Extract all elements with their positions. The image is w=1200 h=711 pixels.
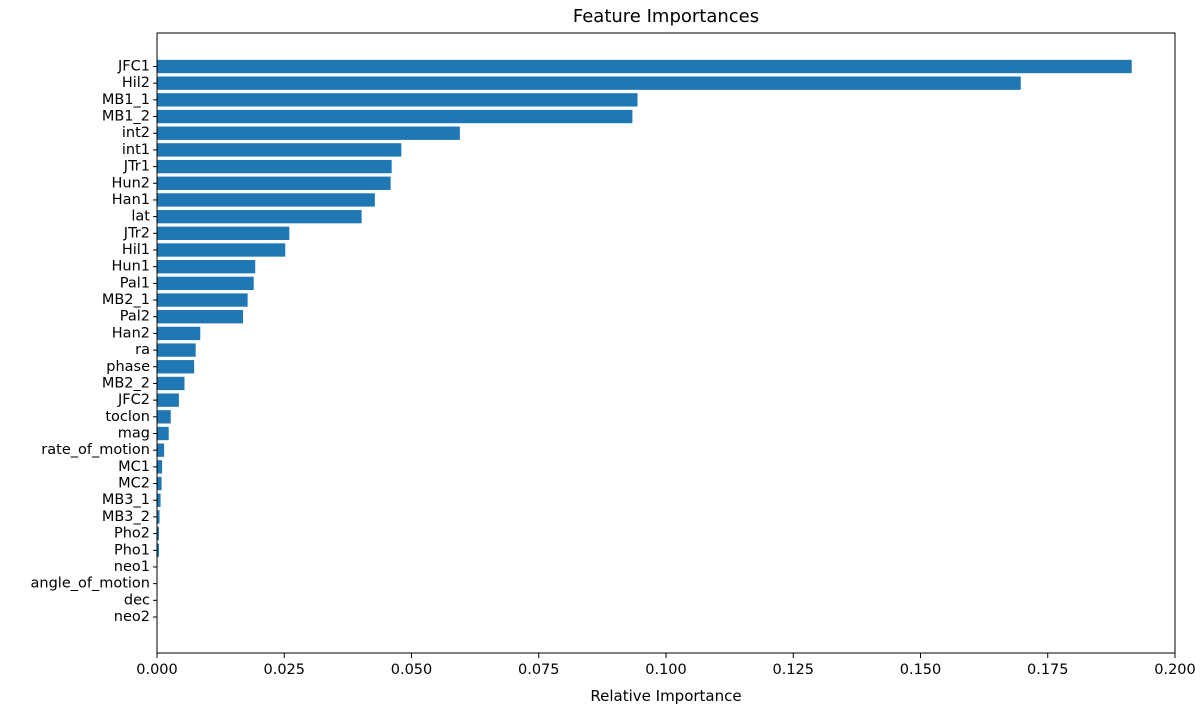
y-tick-label: Han1: [112, 192, 150, 208]
x-tick-label: 0.125: [772, 662, 814, 678]
bar-MC1: [157, 460, 163, 474]
bar-JTr1: [157, 159, 392, 174]
y-tick-label: Pho1: [114, 542, 150, 558]
bar-phase: [157, 360, 195, 374]
y-tick-label: int2: [122, 125, 150, 141]
bar-Han1: [157, 193, 375, 207]
chart-title: Feature Importances: [573, 6, 759, 27]
bar-JTr2: [157, 226, 290, 240]
x-tick-label: 0.050: [391, 662, 433, 678]
bar-MB3_1: [157, 493, 161, 507]
x-tick-label: 0.100: [645, 662, 687, 678]
y-tick-label: lat: [131, 209, 150, 225]
x-tick-label: 0.025: [263, 662, 305, 678]
y-tick-label: neo2: [114, 609, 150, 625]
y-axis-ticks: JFC1Hil2MB1_1MB1_2int2int1JTr1Hun2Han1la…: [31, 59, 157, 625]
y-tick-label: Hil1: [122, 242, 150, 258]
y-tick-label: mag: [118, 426, 150, 442]
bar-Pho2: [157, 526, 160, 541]
bar-lat: [157, 209, 362, 224]
y-tick-label: Han2: [112, 325, 150, 341]
x-axis-ticks: 0.000 0.025 0.050 0.075 0.100 0.125 0.150 0.175…: [136, 653, 1196, 678]
y-tick-label: MB2_2: [102, 375, 150, 391]
bar-MC2: [157, 476, 162, 491]
bar-MB1_2: [157, 109, 633, 124]
y-tick-label: JTr1: [123, 159, 150, 175]
y-tick-label: MB1_1: [102, 92, 150, 108]
y-tick-label: MB2_1: [102, 292, 150, 308]
bar-MB2_1: [157, 293, 248, 307]
y-tick-label: dec: [124, 592, 150, 608]
bar-Pho1: [157, 543, 160, 557]
x-tick-label: 0.075: [518, 662, 560, 678]
y-tick-label: Hun2: [111, 175, 150, 191]
axes-frame: [156, 32, 1176, 654]
bar-Han2: [157, 326, 201, 341]
bar-Pal2: [157, 310, 244, 324]
y-tick-label: MC1: [118, 459, 150, 475]
bar-MB1_1: [157, 93, 638, 107]
bar-int2: [157, 126, 460, 140]
y-tick-label: Pho2: [114, 526, 150, 542]
bar-int1: [157, 143, 402, 157]
y-tick-label: JFC2: [117, 392, 150, 408]
y-tick-label: MB3_1: [102, 492, 150, 508]
bar-JFC1: [157, 59, 1132, 74]
y-tick-label: MB3_2: [102, 509, 150, 525]
y-tick-label: rate_of_motion: [41, 442, 150, 458]
bar-Hil1: [157, 243, 286, 257]
y-tick-label: MC2: [118, 476, 150, 492]
y-tick-label: angle_of_motion: [31, 576, 150, 592]
y-tick-label: phase: [106, 359, 150, 375]
x-axis-label: Relative Importance: [590, 687, 741, 705]
bars-layer: [157, 59, 1132, 591]
y-tick-label: ra: [135, 342, 150, 358]
y-tick-label: Pal2: [120, 309, 150, 325]
y-tick-label: MB1_2: [102, 109, 150, 125]
bar-toclon: [157, 410, 171, 424]
y-tick-label: toclon: [105, 409, 150, 425]
bar-rate_of_motion: [157, 443, 165, 457]
bar-Hil2: [157, 76, 1021, 90]
x-tick-label: 0.150: [900, 662, 942, 678]
bar-JFC2: [157, 393, 179, 407]
x-tick-label: 0.000: [136, 662, 178, 678]
bar-Hun2: [157, 176, 391, 190]
bar-MB3_2: [157, 510, 160, 524]
y-tick-label: int1: [122, 142, 150, 158]
x-tick-label: 0.200: [1154, 662, 1196, 678]
y-tick-label: neo1: [114, 559, 150, 575]
y-tick-label: Hun1: [111, 259, 150, 275]
bar-Pal1: [157, 276, 254, 291]
bar-MB2_2: [157, 376, 185, 391]
y-tick-label: Hil2: [122, 75, 150, 91]
bar-mag: [157, 426, 169, 441]
bar-ra: [157, 343, 196, 357]
bar-Hun1: [157, 260, 256, 274]
x-tick-label: 0.175: [1027, 662, 1069, 678]
y-tick-label: Pal1: [120, 275, 150, 291]
y-tick-label: JFC1: [117, 59, 150, 75]
y-tick-label: JTr2: [123, 225, 150, 241]
